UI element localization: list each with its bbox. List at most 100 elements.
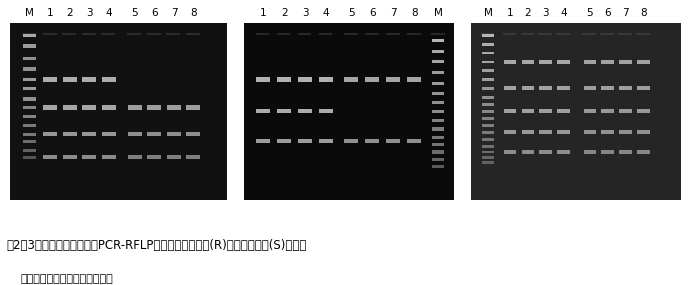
Bar — [557, 60, 570, 64]
Bar — [63, 155, 77, 159]
Bar — [83, 155, 96, 159]
Bar — [432, 136, 444, 139]
Bar — [482, 34, 494, 37]
Bar — [557, 33, 570, 35]
Bar — [277, 77, 291, 82]
Text: 4: 4 — [560, 8, 567, 19]
Bar — [431, 33, 444, 35]
Bar — [23, 133, 36, 136]
Bar — [63, 77, 77, 82]
Bar — [102, 132, 116, 136]
Bar — [319, 139, 333, 143]
Bar — [23, 156, 36, 159]
Text: 7: 7 — [622, 8, 629, 19]
Bar — [601, 150, 614, 154]
Bar — [432, 127, 444, 131]
Bar — [23, 57, 36, 60]
Bar — [432, 158, 444, 161]
Bar — [583, 60, 596, 64]
Bar — [619, 86, 632, 90]
Bar — [23, 106, 36, 109]
Bar — [43, 132, 58, 136]
Text: 4: 4 — [106, 8, 112, 19]
Bar — [601, 33, 614, 35]
Bar — [147, 155, 162, 159]
Bar — [83, 105, 96, 110]
Bar — [43, 33, 57, 35]
Bar — [618, 33, 632, 35]
Text: 4: 4 — [323, 8, 330, 19]
Bar — [522, 86, 535, 90]
Text: 7: 7 — [390, 8, 396, 19]
Bar — [619, 150, 632, 154]
Bar — [583, 131, 596, 134]
Bar — [482, 52, 494, 54]
Bar — [257, 139, 270, 143]
Bar — [365, 77, 379, 82]
Bar — [432, 119, 444, 122]
Bar — [557, 131, 570, 134]
Bar — [482, 103, 494, 106]
Bar — [23, 97, 36, 101]
Bar — [319, 33, 332, 35]
Bar — [387, 77, 400, 82]
Bar — [432, 150, 444, 154]
Bar — [23, 115, 36, 118]
Bar — [167, 155, 181, 159]
Bar — [345, 77, 358, 82]
Bar — [83, 132, 96, 136]
Bar — [63, 132, 77, 136]
Bar — [503, 33, 517, 35]
Bar — [432, 82, 444, 85]
Bar — [522, 131, 535, 134]
Bar — [637, 60, 649, 64]
Text: 8: 8 — [411, 8, 418, 19]
Bar — [522, 60, 535, 64]
Bar — [539, 150, 552, 154]
Text: 8: 8 — [190, 8, 197, 19]
Text: 6: 6 — [151, 8, 158, 19]
Bar — [539, 33, 552, 35]
Bar — [256, 33, 270, 35]
Bar — [482, 78, 494, 81]
Bar — [299, 77, 312, 82]
Bar — [504, 60, 517, 64]
Bar — [186, 33, 200, 35]
Bar — [23, 78, 36, 81]
Bar — [344, 33, 358, 35]
Bar — [186, 132, 200, 136]
Text: （番号と品種名は図１に同じ）: （番号と品種名は図１に同じ） — [21, 274, 114, 284]
Bar — [504, 109, 517, 113]
Bar — [482, 117, 494, 120]
Bar — [128, 105, 142, 110]
Bar — [619, 60, 632, 64]
Bar — [601, 109, 614, 113]
Bar — [432, 101, 444, 104]
Bar — [481, 33, 495, 35]
Text: 5: 5 — [587, 8, 593, 19]
Bar — [432, 50, 444, 53]
Bar — [557, 109, 570, 113]
Bar — [102, 105, 116, 110]
Bar — [167, 132, 181, 136]
Bar — [482, 151, 494, 153]
Bar — [522, 109, 535, 113]
Text: M: M — [484, 8, 493, 19]
Bar — [432, 92, 444, 95]
Text: 1: 1 — [47, 8, 54, 19]
Bar — [504, 150, 517, 154]
Bar — [583, 33, 596, 35]
Bar — [166, 33, 180, 35]
Bar — [186, 105, 200, 110]
Bar — [83, 77, 96, 82]
Bar — [82, 33, 96, 35]
Bar — [407, 33, 420, 35]
Text: 3: 3 — [542, 8, 549, 19]
Bar — [23, 44, 36, 48]
Bar — [147, 132, 162, 136]
Bar — [482, 138, 494, 141]
Text: 2: 2 — [67, 8, 73, 19]
Bar — [482, 60, 494, 63]
Bar — [63, 105, 77, 110]
Bar — [101, 33, 116, 35]
